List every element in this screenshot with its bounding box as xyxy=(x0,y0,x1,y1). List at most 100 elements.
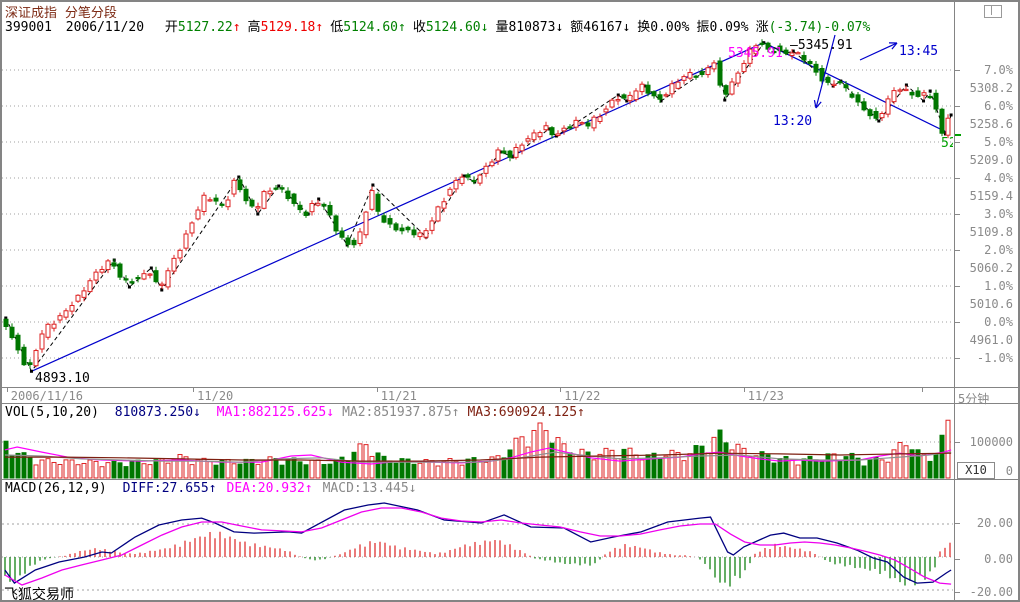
price-axis-price-label: 5010.6 xyxy=(969,297,1013,311)
time-axis-label: 11/21 xyxy=(380,389,417,403)
time-axis-label: 11/20 xyxy=(197,389,234,403)
macd-dea-value: DEA:20.932↑ xyxy=(226,481,313,496)
price-axis-pct-label: 1.0% xyxy=(984,279,1013,293)
price-axis: 7.0% 6.0% 5.0% 4.0% 3.0% 2.0% 1.0% 0.0% -1.0% 530… xyxy=(955,0,1018,602)
main-price-chart[interactable]: 4893.10 5345.91 —5345.91 13:45 13:20 52 xyxy=(2,30,953,387)
time-axis-tick xyxy=(376,388,378,392)
axis-tick xyxy=(955,592,960,593)
svg-text:13:45: 13:45 xyxy=(899,44,938,59)
macd-indicator-header: MACD(26,12,9) DIFF:27.655↑ DEA:20.932↑ MAC… xyxy=(5,481,427,496)
volume-ma1: MA1:882125.625↓ xyxy=(216,405,335,420)
macd-axis-label-neg: -20.00 xyxy=(969,585,1013,599)
price-axis-pct-label: 3.0% xyxy=(984,207,1013,221)
quote-value-低: 5124.60 xyxy=(343,20,398,35)
quote-value-额: 46167 xyxy=(583,20,623,35)
stock-code: 399001 xyxy=(5,20,52,35)
svg-text:4893.10: 4893.10 xyxy=(35,371,90,386)
macd-indicator-name: MACD(26,12,9) xyxy=(5,481,107,496)
price-axis-pct-label: 0.0% xyxy=(984,315,1013,329)
quote-value-高: 5129.18 xyxy=(260,20,316,35)
price-axis-pct-label: 5.0% xyxy=(984,135,1013,149)
quote-value-换: 0.00% xyxy=(650,20,690,35)
quote-value-量: 810873 xyxy=(508,20,556,35)
quote-value-开: 5127.22 xyxy=(177,20,233,35)
axis-tick xyxy=(955,442,960,443)
quote-label-换: 换 xyxy=(637,20,651,35)
macd-axis-label-pos: 20.00 xyxy=(976,516,1013,530)
quote-line: 399001 2006/11/20 开5127.22↑ 高5129.18↑ 低512… xyxy=(5,16,870,35)
window-restore-icon[interactable] xyxy=(984,5,1002,18)
axis-tick xyxy=(955,523,960,524)
volume-current-value: 810873.250↓ xyxy=(114,405,201,420)
quote-fields: 开5127.22↑ 高5129.18↑ 低5124.60↑ 收5124.60↓ 量810… xyxy=(158,20,870,35)
price-axis-price-label: 5109.8 xyxy=(969,225,1013,239)
volume-axis-label-zero: 0 xyxy=(1005,464,1013,478)
quote-label-开: 开 xyxy=(164,20,178,35)
macd-macd-value: MACD:13.445↓ xyxy=(322,481,417,496)
axis-tick xyxy=(955,178,960,179)
price-axis-pct-label: 6.0% xyxy=(984,99,1013,113)
time-axis-label: 11/22 xyxy=(564,389,601,403)
svg-text:13:20: 13:20 xyxy=(773,114,812,129)
volume-chart[interactable] xyxy=(2,404,953,479)
svg-text:—5345.91: —5345.91 xyxy=(790,38,853,53)
price-axis-price-label: 4961.0 xyxy=(969,333,1013,347)
time-axis-tick xyxy=(743,388,745,392)
price-axis-price-label: 5308.2 xyxy=(969,81,1013,95)
axis-tick xyxy=(955,358,960,359)
volume-value: 810873.250↓ xyxy=(115,405,201,420)
time-axis-tick xyxy=(6,388,8,392)
quote-value-振: 0.09% xyxy=(709,20,749,35)
chart-title: 深证成指 分笔分段 xyxy=(5,6,117,21)
axis-tick xyxy=(955,214,960,215)
svg-text:5345.91: 5345.91 xyxy=(728,46,783,61)
quote-arrow-高: ↑ xyxy=(315,20,324,35)
volume-multiplier-badge: X10 xyxy=(957,462,995,479)
time-axis-tick xyxy=(193,388,195,392)
volume-indicator-name: VOL(5,10,20) xyxy=(5,405,99,420)
window-restore-icon-divider xyxy=(991,6,992,15)
time-axis-label: 11/23 xyxy=(747,389,784,403)
volume-axis-label-top: 100000 xyxy=(969,435,1013,449)
quote-date: 2006/11/20 xyxy=(65,20,145,35)
axis-separator-line xyxy=(954,0,955,602)
quote-label-振: 振 xyxy=(696,20,710,35)
quote-label-收: 收 xyxy=(412,20,426,35)
price-axis-price-label: 5209.0 xyxy=(969,153,1013,167)
volume-indicator-header: VOL(5,10,20) 810873.250↓ MA1:882125.625↓… xyxy=(5,405,585,420)
axis-tick xyxy=(955,106,960,107)
svg-text:52: 52 xyxy=(941,136,953,151)
app-brand: 飞狐交易师 xyxy=(4,587,74,602)
quote-value-收: 5124.60 xyxy=(425,20,481,35)
period-label[interactable]: 5分钟 xyxy=(958,392,990,406)
quote-value-涨: (-3.74)-0.07% xyxy=(768,20,871,35)
price-axis-price-label: 5060.2 xyxy=(969,261,1013,275)
axis-tick xyxy=(955,70,960,71)
price-axis-price-label: 5258.6 xyxy=(969,117,1013,131)
axis-tick xyxy=(955,286,960,287)
quote-label-高: 高 xyxy=(247,20,261,35)
axis-tick xyxy=(955,559,960,560)
time-axis-tick xyxy=(921,388,923,392)
volume-ma3: MA3:690924.125↑ xyxy=(467,405,585,420)
quote-label-量: 量 xyxy=(495,20,509,35)
macd-diff-value: DIFF:27.655↑ xyxy=(122,481,217,496)
price-axis-price-label: 5159.4 xyxy=(969,189,1013,203)
quote-arrow-量: ↓ xyxy=(555,20,564,35)
volume-ma2: MA2:851937.875↑ xyxy=(342,405,460,420)
price-axis-pct-label: -1.0% xyxy=(976,351,1013,365)
quote-arrow-收: ↓ xyxy=(480,20,489,35)
last-price-tick xyxy=(955,134,961,136)
quote-label-涨: 涨 xyxy=(755,20,769,35)
quote-label-低: 低 xyxy=(330,20,344,35)
macd-chart[interactable] xyxy=(2,480,953,600)
macd-values: DIFF:27.655↑ DEA:20.932↑ MACD:13.445↓ xyxy=(123,481,427,496)
price-axis-pct-label: 7.0% xyxy=(984,63,1013,77)
axis-tick xyxy=(955,322,960,323)
price-axis-pct-label: 4.0% xyxy=(984,171,1013,185)
quote-label-额: 额 xyxy=(570,20,584,35)
quote-arrow-额: ↓ xyxy=(622,20,631,35)
separator-volume-macd xyxy=(0,479,1020,480)
quote-arrow-低: ↑ xyxy=(398,20,406,35)
axis-tick xyxy=(955,250,960,251)
